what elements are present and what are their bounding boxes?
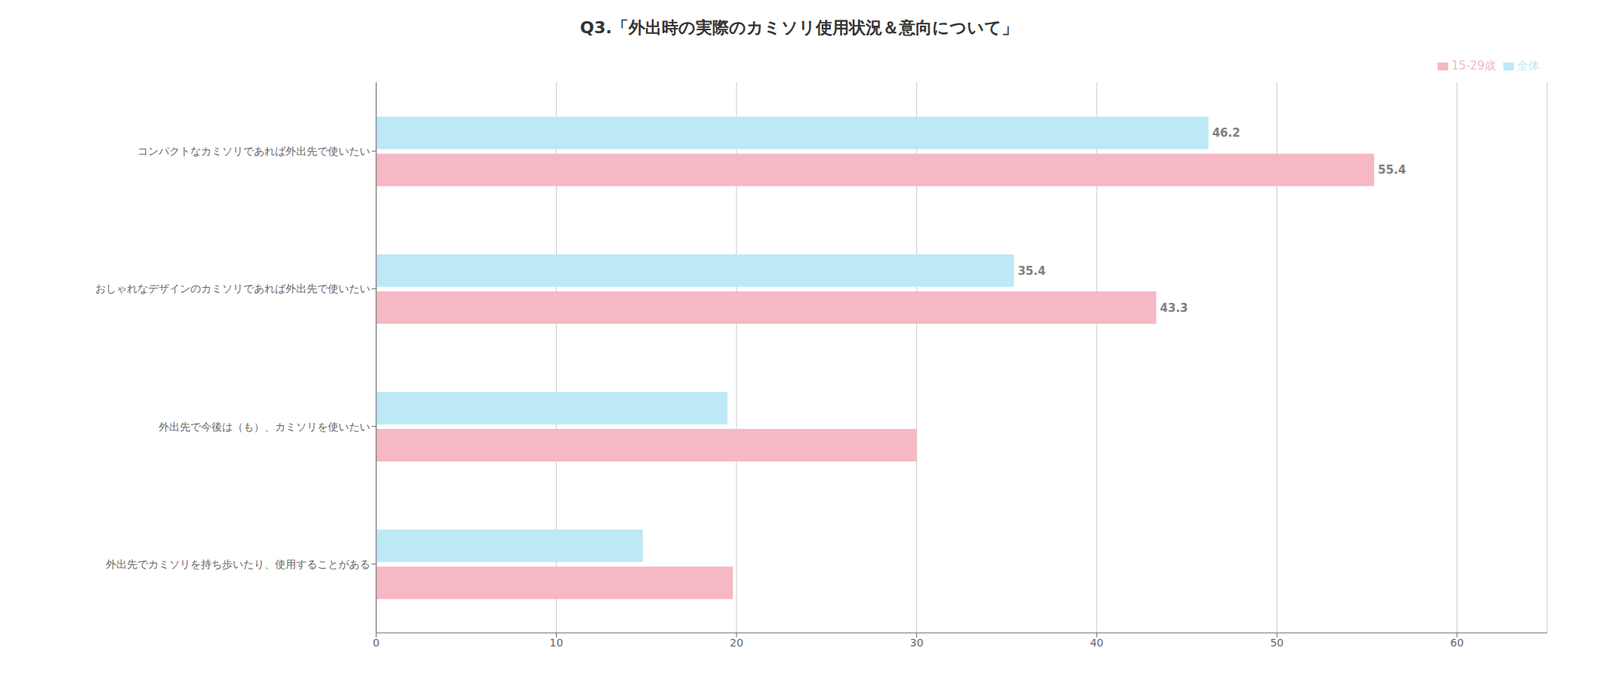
html-text:Q3.「外出時の実際のカミソリ使用状況＆意向について」: Q3.「外出時の実際のカミソリ使用状況＆意向について」 bbox=[580, 18, 1019, 38]
svg-text:43.3: 43.3 bbox=[1160, 301, 1189, 316]
svg-text:10: 10 bbox=[549, 636, 564, 649]
html-text:15-29歳: 15-29歳 bbox=[1451, 58, 1496, 73]
svg-text:35.4: 35.4 bbox=[1017, 264, 1046, 278]
svg-text:50: 50 bbox=[1269, 636, 1284, 649]
svg-text:コンパクトなカミソリであれば外出先で使いたい: コンパクトなカミソリであれば外出先で使いたい bbox=[137, 145, 371, 158]
svg-text:おしゃれなデザインのカミソリであれば外出先で使いたい: おしゃれなデザインのカミソリであれば外出先で使いたい bbox=[95, 282, 371, 295]
html-text:全体: 全体 bbox=[1516, 58, 1540, 73]
svg-text:0: 0 bbox=[373, 636, 380, 649]
svg-text:30: 30 bbox=[909, 636, 924, 649]
svg-text:46.2: 46.2 bbox=[1212, 126, 1241, 140]
svg-text:外出先で今後は（も）、カミソリを使いたい: 外出先で今後は（も）、カミソリを使いたい bbox=[158, 420, 371, 433]
svg-text:外出先でカミソリを持ち歩いたり、使用することがある: 外出先でカミソリを持ち歩いたり、使用することがある bbox=[105, 558, 371, 571]
svg-text:40: 40 bbox=[1090, 636, 1104, 649]
svg-text:60: 60 bbox=[1450, 636, 1465, 649]
svg-text:55.4: 55.4 bbox=[1377, 163, 1406, 177]
svg-text:20: 20 bbox=[729, 636, 744, 649]
